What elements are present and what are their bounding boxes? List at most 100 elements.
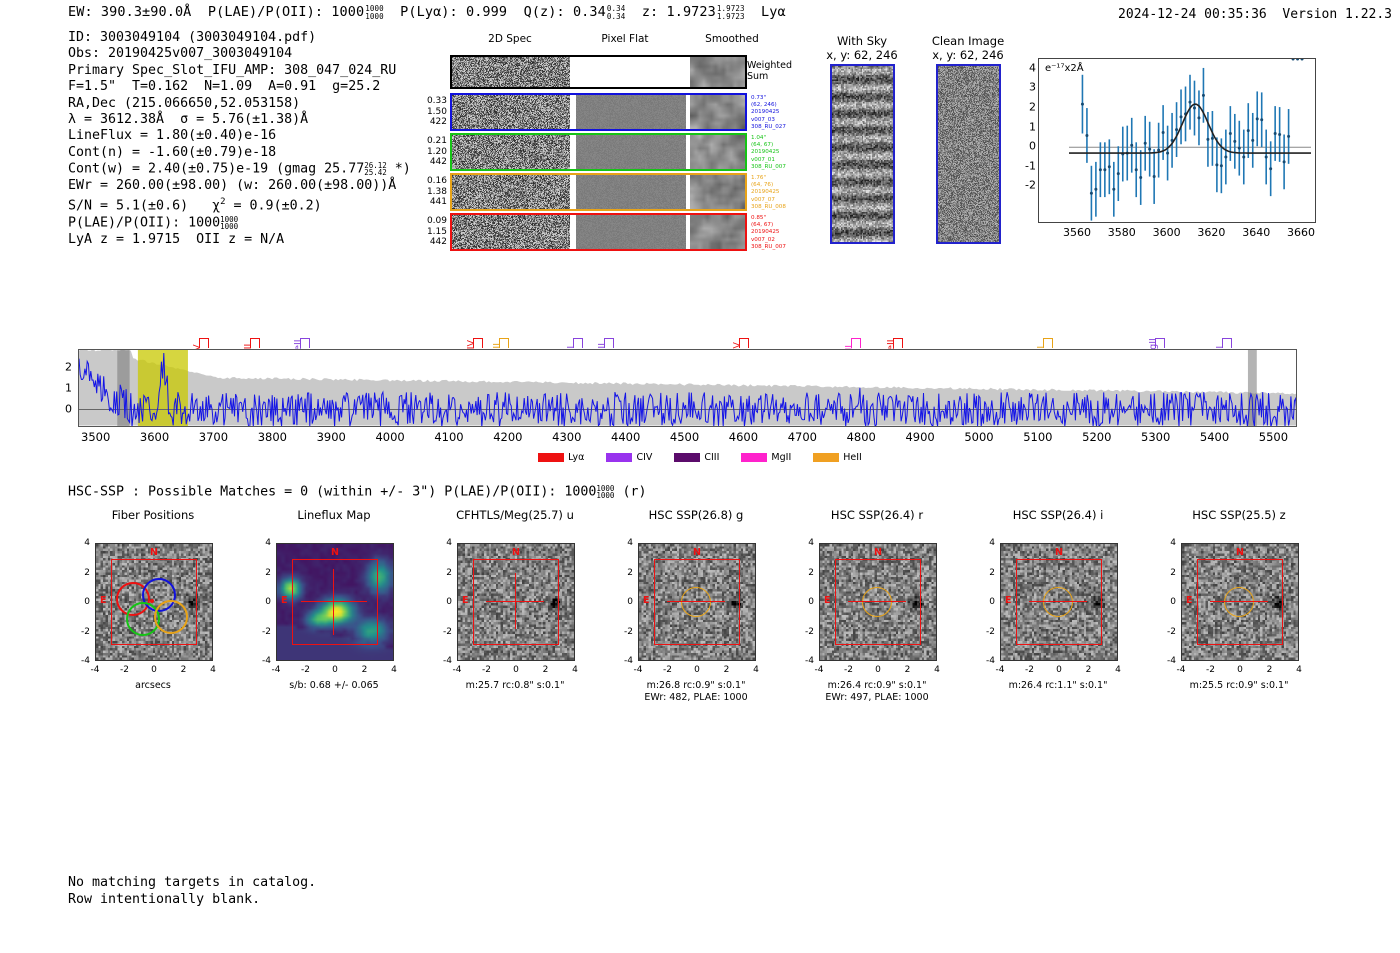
legend-item-CIV: CIV [606,452,652,463]
cutout-panel-2[interactable]: Lineflux Map N E -4 -2 0 2 4 4 2 0 -2 -4 s/b: 0.68 +/… [243,508,433,705]
cutout-y-tick: 4 [1170,538,1176,548]
cutout-x-tick: 2 [723,665,730,675]
legend-label: CIII [704,452,720,463]
legend-swatch [606,453,633,462]
cutout-x-tick: -4 [995,665,1005,675]
cutout-y-tick: 4 [989,538,995,548]
info-cont-w-post: *) [394,161,411,177]
spec-row-3 [450,173,747,211]
north-indicator: N [1055,547,1063,558]
spacer [685,95,690,129]
aperture-circle[interactable] [681,587,711,617]
cutout-image[interactable] [457,543,575,661]
header-z-fraction: 1.9723 1.9723 [716,4,745,21]
cutout-y-axis: 4 2 0 -2 -4 [790,538,816,666]
fit-x-tick: 3560 [1062,226,1091,239]
with-sky-cutout: With Sky x, y: 62, 246 [818,34,906,244]
cutout-x-tick: -4 [1176,665,1186,675]
cutout-panel-4[interactable]: HSC SSP(26.8) g N E -4 -2 0 2 4 4 2 0 -2 -4 m:26.8 rc… [605,508,795,705]
cutout-y-tick: 0 [446,597,452,607]
cutout-x-tick: 2 [1266,665,1273,675]
north-indicator: N [331,547,339,558]
cutout-x-tick: 4 [391,665,397,675]
spacer [570,57,578,87]
fov-box [111,559,197,645]
spectrum-x-tick: 3700 [198,430,229,444]
cutout-x-tick: 0 [332,665,338,675]
legend-item-CIII: CIII [674,452,719,463]
aperture-circle[interactable] [862,587,892,617]
cutout-x-tick: 0 [513,665,519,675]
timestamp: 2024-12-24 00:35:36 [1118,7,1267,22]
fiber-circle-4[interactable] [154,600,188,634]
spectrum-x-tick: 4600 [728,430,759,444]
spec-row-metadata: 0.85" (64, 67) 20190425 v007_02 308_RU_0… [751,215,786,250]
cutout-caption-line2: EWr: 482, PLAE: 1000 [644,691,748,703]
cutout-panel-5[interactable]: HSC SSP(26.4) r N E -4 -2 0 2 4 4 2 0 -2 -4 m:26.4 rc… [786,508,976,705]
spectrum-x-tick: 4200 [493,430,523,444]
cutout-x-tick: 0 [151,665,157,675]
fov-box [654,559,740,645]
aperture-circle[interactable] [1224,587,1254,617]
spectrum-x-tick: 5500 [1258,430,1289,444]
hsc-plae-fraction: 1000 1000 [596,483,615,500]
cutout-caption-line1: m:25.7 rc:0.8" s:0.1" [465,680,565,691]
info-chisq-exp: 2 [220,197,226,208]
aperture-circle[interactable] [1043,587,1073,617]
col-header-2dspec: 2D Spec [488,33,532,45]
spectrum-x-tick: 4700 [787,430,817,444]
cutout-title: Lineflux Map [297,508,371,522]
cutout-y-tick: 4 [265,538,271,548]
fit-y-tick: -2 [1025,178,1036,192]
cutout-x-tick: 0 [694,665,700,675]
clean-image [936,64,1001,244]
spectrum-x-tick: 5400 [1199,430,1230,444]
fov-box [473,559,559,645]
info-wavelength: λ = 3612.38Å σ = 5.76(±1.38)Å [68,112,309,128]
info-radec: RA,Dec (215.066650,52.053158) [68,95,301,111]
cutout-panel-7[interactable]: HSC SSP(25.5) z N E -4 -2 0 2 4 4 2 0 -2 -4 m:25.5 rc… [1148,508,1338,705]
fit-x-tick: 3640 [1242,226,1271,239]
cutout-caption: m:26.4 rc:1.1" s:0.1" [963,680,1153,692]
info-plae: P(LAE)/P(OII): 1000 [68,215,221,231]
cutout-title: HSC SSP(26.4) r [830,508,924,522]
cutout-x-tick: 2 [180,665,187,675]
fit-x-tick: 3580 [1107,226,1136,239]
fit-x-tick: 3600 [1152,226,1181,239]
col-header-pixelflat: Pixel Flat [601,33,649,45]
spacer [685,135,690,169]
cutout-image[interactable] [276,543,394,661]
version-label: Version 1.22.3 [1282,7,1392,22]
spectrum-x-tick: 4100 [434,430,464,444]
cutout-panel-3[interactable]: CFHTLS/Meg(25.7) u N E -4 -2 0 2 4 4 2 0 -2 -4 m:25.7… [424,508,614,705]
fit-x-tick: 3660 [1287,226,1316,239]
cutout-y-tick: 4 [808,538,814,548]
2dspec-image [452,135,570,169]
smoothed-image [690,135,745,169]
emission-line-fit-plot: e⁻¹⁷x2Å [1038,58,1316,223]
footer-line-2: Row intentionally blank. [68,892,261,907]
cutout-x-tick: 0 [875,665,881,675]
east-indicator: E [1005,595,1012,606]
cutout-y-axis: 4 2 0 -2 -4 [609,538,635,666]
info-cont-n: Cont(n) = -1.60(±0.79)e-18 [68,144,277,160]
legend-label: MgII [771,452,792,463]
cutout-x-tick: 2 [904,665,911,675]
cutout-panel-1[interactable]: Fiber Positions N E -4 -2 0 2 4 4 2 0 -2 -4 arcsecs [62,508,252,705]
cutout-image[interactable] [638,543,756,661]
cutout-x-tick: 2 [361,665,368,675]
hsc-ssp-match-line: HSC-SSP : Possible Matches = 0 (within +… [68,484,646,499]
clean-image-subtitle: x, y: 62, 246 [932,48,1004,62]
cutout-y-tick: -4 [1167,656,1176,666]
cutout-y-tick: -4 [986,656,995,666]
spectrum-x-tick: 3500 [81,430,111,444]
hsc-filter: (r) [622,484,647,500]
spectrum-x-tick: 3600 [139,430,170,444]
cutout-panel-6[interactable]: HSC SSP(26.4) i N E -4 -2 0 2 4 4 2 0 -2 -4 m:26.4 rc… [967,508,1157,705]
spectrum-legend: Lyα CIV CIII MgII HeII [0,452,1400,463]
legend-item-MgII: MgII [741,452,791,463]
spectrum-y-tick: 0 [65,402,72,416]
2dspec-image [452,215,570,249]
header-plya: P(Lyα): 0.999 [400,4,508,20]
emission-line-bracket [739,338,750,348]
